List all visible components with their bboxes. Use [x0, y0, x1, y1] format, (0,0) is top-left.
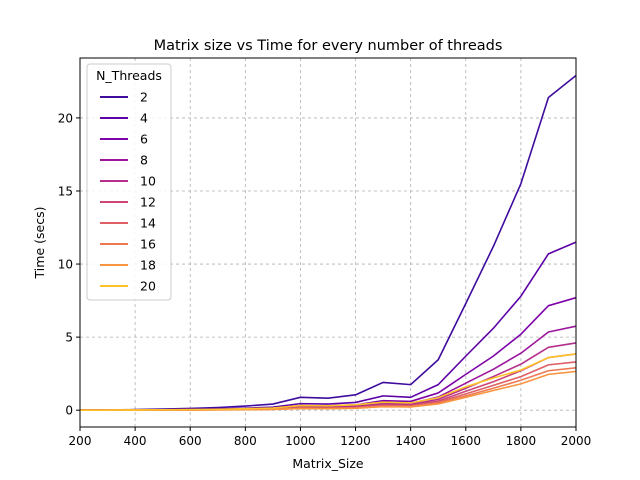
- legend-label-20: 20: [140, 279, 156, 294]
- chart-title: Matrix size vs Time for every number of …: [154, 38, 503, 54]
- legend-label-10: 10: [140, 174, 156, 189]
- legend: N_Threads 2 4 6 8 10 12 14 16 18 20: [86, 63, 172, 301]
- legend-label-2: 2: [140, 90, 148, 105]
- x-tick-label: 400: [124, 434, 147, 448]
- series-lines: [79, 74, 577, 411]
- y-axis-label: Time (secs): [32, 207, 47, 280]
- legend-label-16: 16: [140, 237, 156, 252]
- x-tick-label: 1800: [506, 434, 537, 448]
- legend-box: [86, 63, 172, 301]
- axis-ticks: 200 400 600 800 1000 1200 1400 1600 1800 2000 0 5 10…: [58, 111, 592, 448]
- x-tick-label: 1400: [395, 434, 426, 448]
- y-tick-label: 20: [58, 111, 73, 125]
- x-tick-label: 1000: [285, 434, 316, 448]
- x-tick-label: 200: [69, 434, 92, 448]
- x-tick-label: 1200: [340, 434, 371, 448]
- legend-label-14: 14: [140, 216, 156, 231]
- x-tick-label: 2000: [561, 434, 592, 448]
- x-axis-label: Matrix_Size: [292, 456, 364, 471]
- y-tick-label: 5: [65, 331, 73, 345]
- plot-frame: [79, 57, 577, 428]
- y-tick-label: 0: [65, 404, 73, 418]
- y-tick-label: 10: [58, 258, 73, 272]
- legend-label-12: 12: [140, 195, 156, 210]
- x-tick-label: 1600: [451, 434, 482, 448]
- legend-label-4: 4: [140, 111, 148, 126]
- series-line-20: [79, 353, 577, 411]
- legend-label-18: 18: [140, 258, 156, 273]
- legend-label-8: 8: [140, 153, 148, 168]
- legend-title: N_Threads: [96, 68, 162, 83]
- legend-label-6: 6: [140, 132, 148, 147]
- x-tick-label: 600: [179, 434, 202, 448]
- x-tick-label: 800: [234, 434, 257, 448]
- y-tick-label: 15: [58, 184, 73, 198]
- grid: [79, 58, 577, 427]
